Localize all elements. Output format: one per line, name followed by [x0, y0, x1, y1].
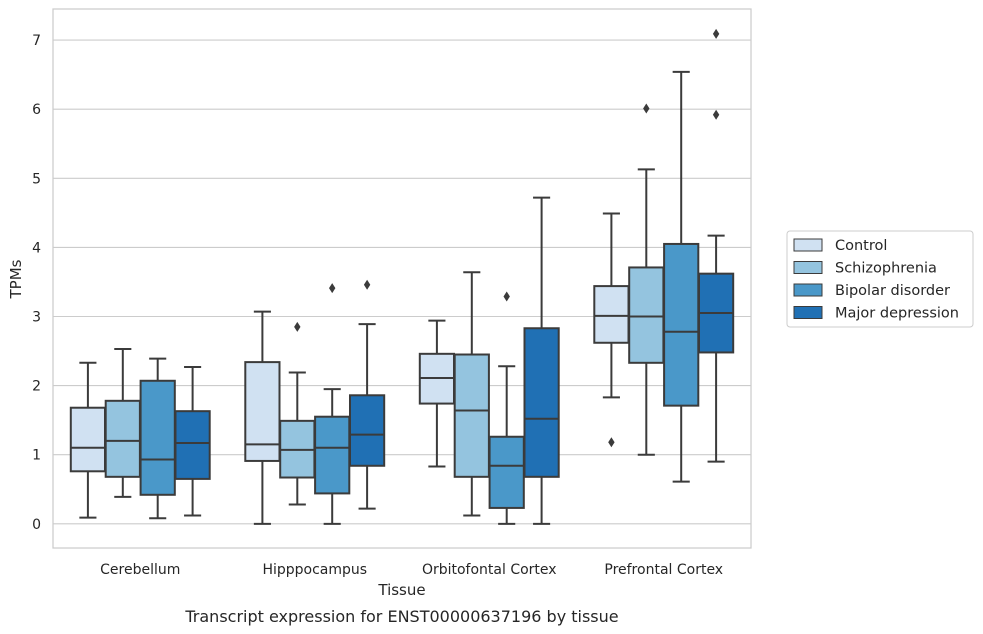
- y-tick-label: 6: [32, 102, 41, 118]
- box: [628, 266, 665, 364]
- series-control: [69, 212, 630, 525]
- x-axis-label: Tissue: [377, 581, 425, 599]
- outlier-point: [363, 279, 371, 290]
- box: [314, 415, 351, 495]
- outlier-point: [294, 321, 301, 332]
- legend-label: Schizophrenia: [835, 261, 937, 277]
- legend-label: Control: [835, 238, 887, 254]
- x-axis-ticks: Cerebellum Hipppocampus Orbitofontal Corte…: [100, 562, 723, 578]
- y-tick-label: 7: [32, 33, 41, 49]
- legend: Control Schizophrenia Bipolar disorder Majo…: [786, 230, 974, 328]
- y-axis-ticks: 0 1 2 3 4 5 6 7: [32, 33, 41, 533]
- box: [348, 394, 386, 467]
- legend-label: Bipolar disorder: [835, 283, 950, 299]
- box-plot-series: [69, 28, 735, 525]
- legend-swatch: [793, 283, 823, 297]
- legend-frame: [786, 230, 974, 328]
- x-tick-label: Prefrontal Cortex: [604, 562, 723, 578]
- legend-swatch: [793, 238, 823, 252]
- outlier-point: [712, 28, 720, 39]
- x-tick-label: Orbitofontal Cortex: [422, 562, 557, 578]
- series-major-depression: [174, 28, 735, 525]
- box: [244, 361, 281, 462]
- box: [523, 327, 560, 478]
- chart-caption: Transcript expression for ENST0000063719…: [184, 607, 618, 626]
- box: [488, 435, 525, 509]
- y-tick-label: 5: [32, 171, 41, 187]
- y-axis-label: TPMs: [7, 259, 25, 299]
- outlier-point: [329, 283, 336, 294]
- outlier-point: [503, 291, 510, 302]
- outlier-point: [608, 437, 615, 448]
- outlier-point: [643, 103, 650, 114]
- box: [139, 379, 176, 496]
- x-tick-label: Hipppocampus: [262, 562, 367, 578]
- plot-frame: [52, 8, 752, 549]
- box: [104, 399, 141, 478]
- legend-swatch: [793, 306, 823, 319]
- y-tick-label: 2: [32, 379, 41, 395]
- y-tick-label: 3: [32, 310, 41, 326]
- y-tick-label: 1: [32, 448, 41, 464]
- legend-swatch: [793, 261, 823, 274]
- series-bipolar-disorder: [139, 70, 700, 525]
- box: [69, 406, 107, 473]
- outlier-point: [712, 109, 720, 120]
- box: [593, 285, 630, 344]
- y-tick-label: 4: [32, 240, 41, 256]
- box: [663, 242, 700, 407]
- y-tick-label: 0: [32, 517, 41, 533]
- legend-label: Major depression: [835, 306, 959, 322]
- box: [453, 353, 490, 478]
- legend-items: Control Schizophrenia Bipolar disorder Majo…: [793, 238, 959, 322]
- x-tick-label: Cerebellum: [100, 562, 180, 578]
- box: [174, 410, 211, 480]
